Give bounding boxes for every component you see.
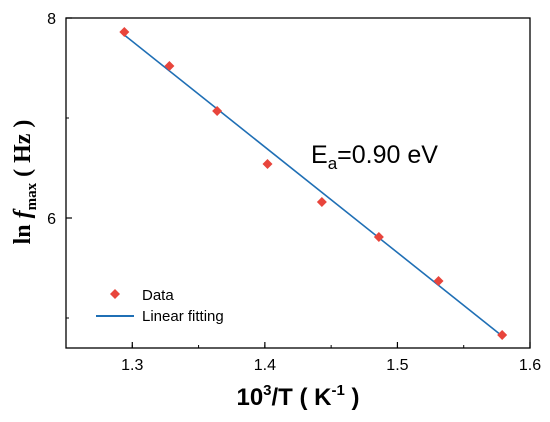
y-tick-label: 6 xyxy=(47,211,56,228)
x-tick-label: 1.4 xyxy=(254,357,276,374)
x-tick-label: 1.5 xyxy=(386,357,408,374)
y-axis-label: ln fmax ( Hz ) xyxy=(10,120,40,245)
y-axis-ticks: 68 xyxy=(47,11,72,319)
data-point xyxy=(316,197,327,207)
legend-data-marker xyxy=(110,289,120,299)
annotation-main: E xyxy=(311,141,328,169)
data-point xyxy=(262,159,273,169)
y-label-f: f xyxy=(10,208,36,218)
y-label-ln: ln xyxy=(10,218,36,244)
plot-frame xyxy=(65,17,531,349)
annotation-rest: =0.90 eV xyxy=(337,141,438,169)
data-point xyxy=(497,330,508,340)
y-tick-label: 8 xyxy=(47,11,56,28)
legend: Data Linear fitting xyxy=(96,287,224,325)
data-point xyxy=(164,61,175,71)
linear-fit-line xyxy=(123,34,503,337)
x-axis-ticks: 1.3 1.4 1.5 1.6 xyxy=(65,342,541,374)
data-point xyxy=(433,276,444,286)
legend-fit-label: Linear fitting xyxy=(142,308,224,325)
x-tick-label: 1.3 xyxy=(121,357,143,374)
data-point xyxy=(119,27,130,37)
x-tick-label: 1.6 xyxy=(519,357,541,374)
annotation-subscript: a xyxy=(328,154,338,173)
x-label-sup: 3 xyxy=(263,382,271,399)
y-label-sub: max xyxy=(24,182,40,210)
x-label-end: ) xyxy=(345,384,360,411)
x-label-base: 10 xyxy=(236,384,263,411)
x-label-mid: /T ( K xyxy=(272,384,333,411)
data-point xyxy=(373,232,384,242)
activation-energy-annotation: Ea=0.90 eV xyxy=(311,141,438,173)
x-axis-label: 103/T ( K-1 ) xyxy=(236,382,359,411)
series-layer xyxy=(119,27,508,340)
x-label-sup2: -1 xyxy=(332,382,345,399)
y-label-unit: ( Hz ) xyxy=(10,120,36,183)
legend-data-label: Data xyxy=(142,287,174,304)
data-point xyxy=(212,106,223,116)
